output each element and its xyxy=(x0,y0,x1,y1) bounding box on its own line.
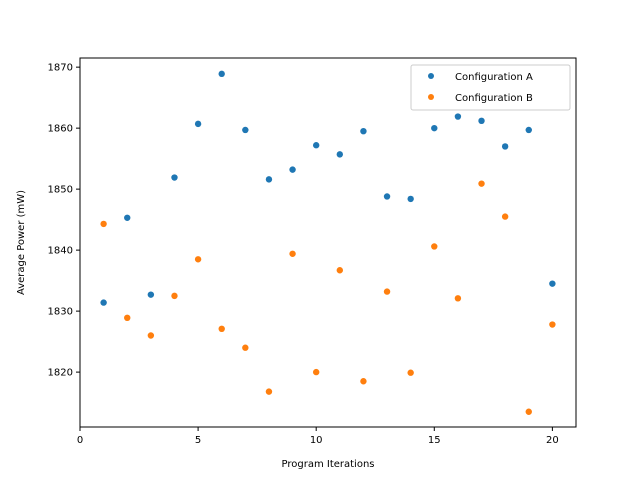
data-point-configuration-b xyxy=(147,332,155,339)
data-point-configuration-a xyxy=(194,120,202,128)
data-point-configuration-b xyxy=(431,243,438,250)
data-point-configuration-b xyxy=(171,292,178,300)
data-point-configuration-a xyxy=(383,193,391,200)
data-point-configuration-a xyxy=(454,113,462,120)
data-point-configuration-a xyxy=(218,70,225,78)
data-point-configuration-a xyxy=(147,291,155,298)
data-point-configuration-b xyxy=(549,321,556,328)
x-axis-ticks: 0 5 10 15 20 xyxy=(77,427,559,446)
data-point-configuration-a xyxy=(336,151,344,158)
y-axis-label: Average Power (mW) xyxy=(16,190,27,295)
legend-box xyxy=(410,64,571,111)
data-point-configuration-b xyxy=(478,180,485,187)
y-tick-label: 1860 xyxy=(48,124,73,135)
x-tick-label: 15 xyxy=(428,435,441,446)
legend-label-configuration-a: Configuration A xyxy=(455,72,533,83)
legend-label-configuration-b: Configuration B xyxy=(455,93,533,104)
x-tick-label: 20 xyxy=(546,435,559,446)
data-point-configuration-b xyxy=(407,369,414,376)
data-point-configuration-a xyxy=(242,126,249,134)
data-point-configuration-b xyxy=(360,378,367,385)
data-point-configuration-a xyxy=(407,195,414,203)
data-point-configuration-b xyxy=(312,368,320,376)
y-tick-label: 1840 xyxy=(48,246,73,257)
data-point-configuration-a xyxy=(124,214,131,221)
data-point-configuration-a xyxy=(100,299,107,306)
data-point-configuration-a xyxy=(501,143,509,150)
data-point-configuration-a xyxy=(289,166,296,173)
data-point-configuration-b xyxy=(525,408,532,415)
y-tick-label: 1820 xyxy=(48,368,73,379)
data-point-configuration-a xyxy=(549,280,556,287)
data-point-configuration-b xyxy=(242,344,249,351)
x-tick-label: 5 xyxy=(195,435,201,446)
data-point-configuration-b xyxy=(454,295,462,302)
x-axis-label: Program Iterations xyxy=(282,459,375,470)
data-point-configuration-a xyxy=(265,176,273,183)
legend-marker-configuration-b xyxy=(428,94,434,100)
y-tick-label: 1830 xyxy=(48,307,73,318)
data-point-configuration-a xyxy=(431,124,438,132)
legend: Configuration A Configuration B xyxy=(410,64,571,111)
data-point-configuration-b xyxy=(100,220,107,228)
data-point-configuration-a xyxy=(171,174,178,181)
x-tick-label: 0 xyxy=(77,435,83,446)
legend-marker-configuration-a xyxy=(428,73,434,79)
y-tick-label: 1870 xyxy=(48,63,73,74)
data-point-configuration-b xyxy=(265,388,273,395)
x-tick-label: 10 xyxy=(310,435,323,446)
y-axis-ticks: 1820 1830 1840 1850 1860 1870 xyxy=(48,63,80,379)
data-point-configuration-b xyxy=(336,267,344,274)
data-points xyxy=(100,70,556,415)
data-point-configuration-b xyxy=(501,213,509,220)
data-point-configuration-a xyxy=(360,127,367,135)
y-tick-label: 1850 xyxy=(48,185,73,196)
data-point-configuration-b xyxy=(383,288,391,295)
data-point-configuration-a xyxy=(312,142,320,149)
data-point-configuration-a xyxy=(478,117,485,125)
plot-area-frame xyxy=(79,57,577,428)
data-point-configuration-b xyxy=(218,325,225,333)
data-point-configuration-a xyxy=(525,126,532,134)
data-point-configuration-b xyxy=(124,314,131,322)
data-point-configuration-b xyxy=(289,250,296,257)
data-point-configuration-b xyxy=(194,256,202,263)
